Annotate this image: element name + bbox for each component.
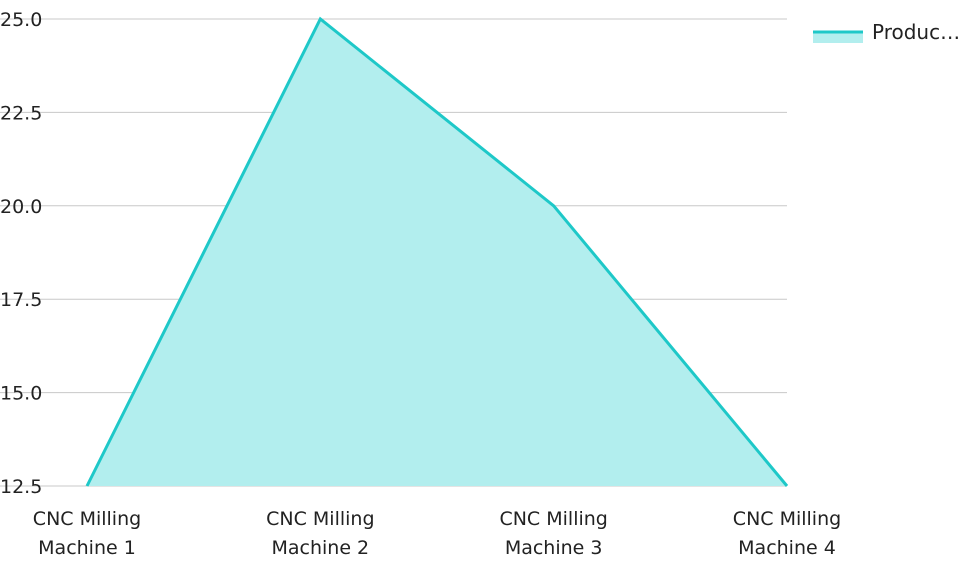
legend-label: Produc…: [872, 20, 960, 44]
x-tick-label: CNC Milling: [33, 508, 141, 530]
x-tick-label: Machine 4: [738, 537, 836, 559]
y-tick-label: 15.0: [0, 383, 42, 405]
x-tick-label: Machine 1: [38, 537, 136, 559]
y-tick-label: 22.5: [0, 102, 42, 124]
x-tick-label: CNC Milling: [499, 508, 607, 530]
x-tick-label: Machine 3: [505, 537, 603, 559]
y-tick-label: 12.5: [0, 476, 42, 498]
series-area-fill: [87, 19, 787, 486]
x-axis-ticks: CNC Milling Machine 1 CNC Milling Machine 2…: [33, 508, 841, 559]
series-area: [87, 19, 787, 486]
legend-swatch-fill: [813, 32, 863, 43]
y-tick-label: 17.5: [0, 289, 42, 311]
x-tick-label: CNC Milling: [266, 508, 374, 530]
x-tick-label: CNC Milling: [733, 508, 841, 530]
y-axis-ticks: 12.5 15.0 17.5 20.0 22.5 25.0: [0, 9, 42, 498]
y-tick-label: 20.0: [0, 196, 42, 218]
x-tick-label: Machine 2: [271, 537, 369, 559]
legend: Produc…: [813, 20, 960, 44]
y-tick-label: 25.0: [0, 9, 42, 31]
